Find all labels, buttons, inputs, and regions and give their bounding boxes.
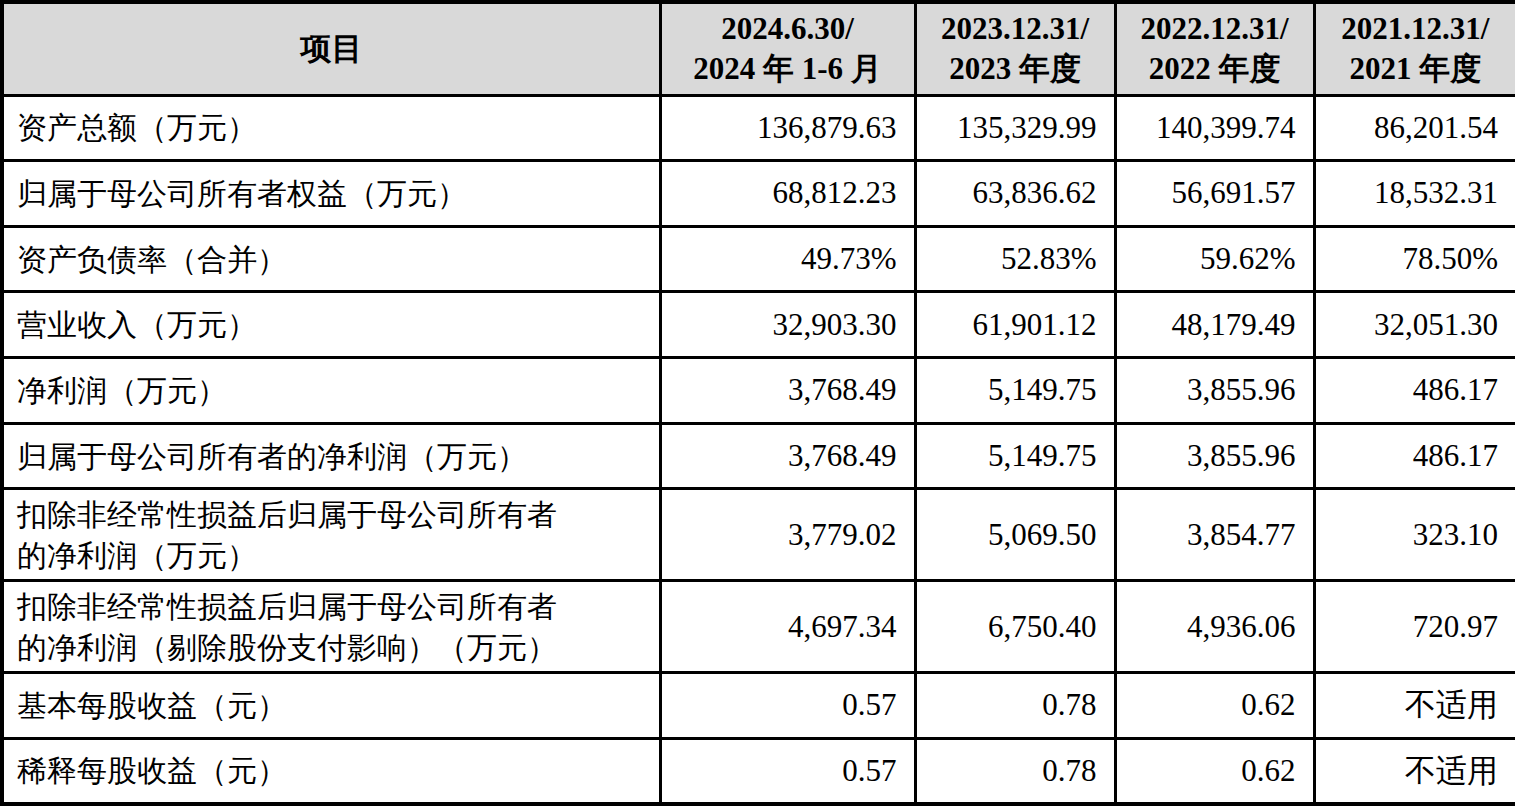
table-row-parent-equity: 归属于母公司所有者权益（万元） 68,812.23 63,836.62 56,6… (2, 161, 1515, 227)
table-row-net-profit: 净利润（万元） 3,768.49 5,149.75 3,855.96 486.1… (2, 358, 1515, 424)
cell-value: 3,855.96 (1115, 423, 1314, 489)
cell-value: 0.57 (660, 673, 915, 739)
cell-value: 5,149.75 (915, 423, 1115, 489)
row-label: 扣除非经常性损益后归属于母公司所有者 的净利润（万元） (2, 489, 660, 581)
cell-value: 323.10 (1314, 489, 1515, 581)
row-label: 归属于母公司所有者的净利润（万元） (2, 423, 660, 489)
table-row-parent-net-profit: 归属于母公司所有者的净利润（万元） 3,768.49 5,149.75 3,85… (2, 423, 1515, 489)
cell-value: 不适用 (1314, 673, 1515, 739)
cell-value: 3,768.49 (660, 358, 915, 424)
cell-value: 5,069.50 (915, 489, 1115, 581)
cell-value: 0.62 (1115, 738, 1314, 804)
cell-value: 4,936.06 (1115, 581, 1314, 673)
cell-value: 63,836.62 (915, 161, 1115, 227)
row-label: 扣除非经常性损益后归属于母公司所有者 的净利润（剔除股份支付影响）（万元） (2, 581, 660, 673)
cell-value: 3,768.49 (660, 423, 915, 489)
cell-value: 0.78 (915, 738, 1115, 804)
column-header-period-2024h1: 2024.6.30/ 2024 年 1-6 月 (660, 2, 915, 95)
header-row: 项目 2024.6.30/ 2024 年 1-6 月 2023.12.31/ 2… (2, 2, 1515, 95)
cell-value: 4,697.34 (660, 581, 915, 673)
cell-value: 3,854.77 (1115, 489, 1314, 581)
cell-value: 720.97 (1314, 581, 1515, 673)
cell-value: 486.17 (1314, 423, 1515, 489)
cell-value: 5,149.75 (915, 358, 1115, 424)
cell-value: 3,779.02 (660, 489, 915, 581)
row-label: 营业收入（万元） (2, 292, 660, 358)
financial-summary-table: 项目 2024.6.30/ 2024 年 1-6 月 2023.12.31/ 2… (0, 0, 1515, 806)
table-row-deducted-net-profit: 扣除非经常性损益后归属于母公司所有者 的净利润（万元） 3,779.02 5,0… (2, 489, 1515, 581)
table-row-basic-eps: 基本每股收益（元） 0.57 0.78 0.62 不适用 (2, 673, 1515, 739)
row-label: 净利润（万元） (2, 358, 660, 424)
cell-value: 32,051.30 (1314, 292, 1515, 358)
column-header-period-2022: 2022.12.31/ 2022 年度 (1115, 2, 1314, 95)
column-header-period-2023: 2023.12.31/ 2023 年度 (915, 2, 1115, 95)
cell-value: 140,399.74 (1115, 95, 1314, 161)
cell-value: 32,903.30 (660, 292, 915, 358)
cell-value: 0.62 (1115, 673, 1314, 739)
cell-value: 86,201.54 (1314, 95, 1515, 161)
row-label: 稀释每股收益（元） (2, 738, 660, 804)
cell-value: 0.57 (660, 738, 915, 804)
cell-value: 78.50% (1314, 226, 1515, 292)
cell-value: 52.83% (915, 226, 1115, 292)
table-row-total-assets: 资产总额（万元） 136,879.63 135,329.99 140,399.7… (2, 95, 1515, 161)
cell-value: 56,691.57 (1115, 161, 1314, 227)
cell-value: 6,750.40 (915, 581, 1115, 673)
cell-value: 49.73% (660, 226, 915, 292)
column-header-item: 项目 (2, 2, 660, 95)
cell-value: 61,901.12 (915, 292, 1115, 358)
row-label: 资产总额（万元） (2, 95, 660, 161)
table-row-diluted-eps: 稀释每股收益（元） 0.57 0.78 0.62 不适用 (2, 738, 1515, 804)
cell-value: 68,812.23 (660, 161, 915, 227)
cell-value: 136,879.63 (660, 95, 915, 161)
table-row-debt-ratio: 资产负债率（合并） 49.73% 52.83% 59.62% 78.50% (2, 226, 1515, 292)
cell-value: 135,329.99 (915, 95, 1115, 161)
cell-value: 48,179.49 (1115, 292, 1314, 358)
cell-value: 3,855.96 (1115, 358, 1314, 424)
cell-value: 0.78 (915, 673, 1115, 739)
cell-value: 486.17 (1314, 358, 1515, 424)
row-label: 归属于母公司所有者权益（万元） (2, 161, 660, 227)
column-header-period-2021: 2021.12.31/ 2021 年度 (1314, 2, 1515, 95)
table-row-deducted-net-profit-ex-share-payment: 扣除非经常性损益后归属于母公司所有者 的净利润（剔除股份支付影响）（万元） 4,… (2, 581, 1515, 673)
table-row-revenue: 营业收入（万元） 32,903.30 61,901.12 48,179.49 3… (2, 292, 1515, 358)
row-label: 资产负债率（合并） (2, 226, 660, 292)
cell-value: 59.62% (1115, 226, 1314, 292)
cell-value: 不适用 (1314, 738, 1515, 804)
cell-value: 18,532.31 (1314, 161, 1515, 227)
row-label: 基本每股收益（元） (2, 673, 660, 739)
